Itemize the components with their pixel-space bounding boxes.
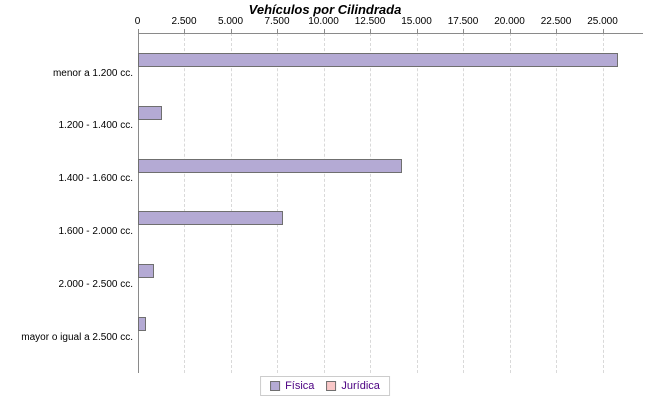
x-axis-tick-label: 20.000 <box>494 16 525 27</box>
bar-física-5 <box>138 317 146 331</box>
x-axis-tick-label: 25.000 <box>587 16 618 27</box>
category-label: 2.000 - 2.500 cc. <box>58 278 134 290</box>
bar-física-1 <box>138 105 162 120</box>
chart-title: Vehículos por Cilindrada <box>248 2 402 17</box>
x-axis-tick-label: 22.500 <box>540 16 572 27</box>
x-axis-line <box>137 33 644 34</box>
x-axis-tick <box>323 29 325 33</box>
x-axis-tick <box>416 29 418 33</box>
x-axis-tick <box>230 29 232 33</box>
x-axis-tick <box>370 29 371 33</box>
x-axis-tick-label: 17.500 <box>447 16 479 27</box>
juridica-color-swatch <box>326 381 337 391</box>
legend: Física Jurídica <box>260 376 390 396</box>
bar-física-2 <box>138 158 402 173</box>
x-axis-tick-label: 12.500 <box>354 16 386 27</box>
category-label: menor a 1.200 cc. <box>52 67 133 79</box>
category-label: 1.400 - 1.600 cc. <box>58 173 134 185</box>
gridline <box>370 33 371 373</box>
y-axis-line <box>137 33 139 373</box>
x-axis-tick-label: 7.500 <box>264 16 290 27</box>
gridline <box>277 33 278 373</box>
bar-física-4 <box>138 264 154 279</box>
x-axis-tick-label: 0 <box>134 16 141 27</box>
x-axis-tick <box>509 29 511 33</box>
gridline <box>323 33 325 373</box>
fisica-color-swatch <box>270 381 281 391</box>
x-axis-tick-label: 15.000 <box>401 16 432 27</box>
category-label: 1.600 - 2.000 cc. <box>58 225 134 237</box>
gridline <box>416 33 418 373</box>
x-axis-tick <box>277 29 278 33</box>
legend-item-juridica: Jurídica <box>326 380 380 392</box>
x-axis-tick <box>184 29 185 33</box>
x-axis-tick <box>556 29 557 33</box>
x-axis-tick-label: 5.000 <box>217 16 244 27</box>
bar-física-0 <box>138 53 618 67</box>
category-label: 1.200 - 1.400 cc. <box>58 120 134 132</box>
gridline <box>230 33 232 373</box>
x-axis-tick-label: 10.000 <box>308 16 339 27</box>
category-label: mayor o igual a 2.500 cc. <box>21 331 133 343</box>
gridline <box>509 33 511 373</box>
x-axis-tick-label: 2.500 <box>171 16 197 27</box>
gridline <box>556 33 557 373</box>
gridline <box>463 33 464 373</box>
bar-física-3 <box>138 211 283 226</box>
legend-label-juridica: Jurídica <box>341 380 380 392</box>
gridline <box>184 33 185 373</box>
x-axis-tick <box>602 29 604 33</box>
legend-label-fisica: Física <box>285 380 315 392</box>
x-axis-tick <box>137 29 139 33</box>
gridline <box>602 33 604 373</box>
legend-item-fisica: Física <box>270 380 314 392</box>
x-axis-tick <box>463 29 464 33</box>
